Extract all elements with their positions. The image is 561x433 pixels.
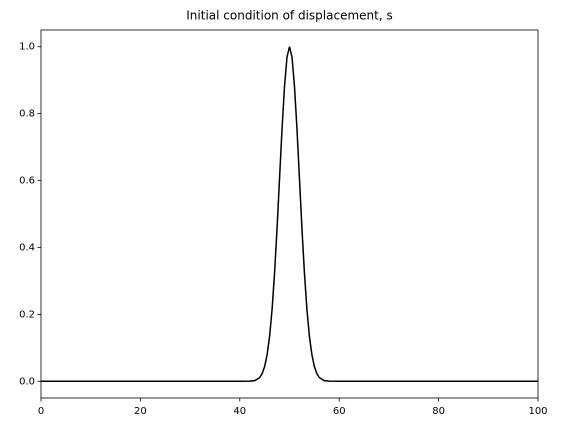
- x-tick-label: 0: [38, 406, 44, 417]
- y-tick-label: 1.0: [19, 42, 35, 53]
- plot-frame: [40, 29, 539, 399]
- y-tick-label: 0.6: [19, 176, 35, 187]
- x-tick-label: 60: [333, 406, 346, 417]
- chart-title: Initial condition of displacement, s: [186, 9, 392, 23]
- line-series: [41, 46, 538, 383]
- x-tick-label: 80: [432, 406, 445, 417]
- y-tick-label: 0.8: [19, 109, 35, 120]
- x-tick-label: 40: [233, 406, 246, 417]
- x-tick-label: 100: [528, 406, 547, 417]
- x-tick-label: 20: [134, 406, 147, 417]
- y-tick-label: 0.4: [19, 242, 35, 253]
- y-tick-label: 0.2: [19, 309, 35, 320]
- y-tick-label: 0.0: [19, 376, 35, 387]
